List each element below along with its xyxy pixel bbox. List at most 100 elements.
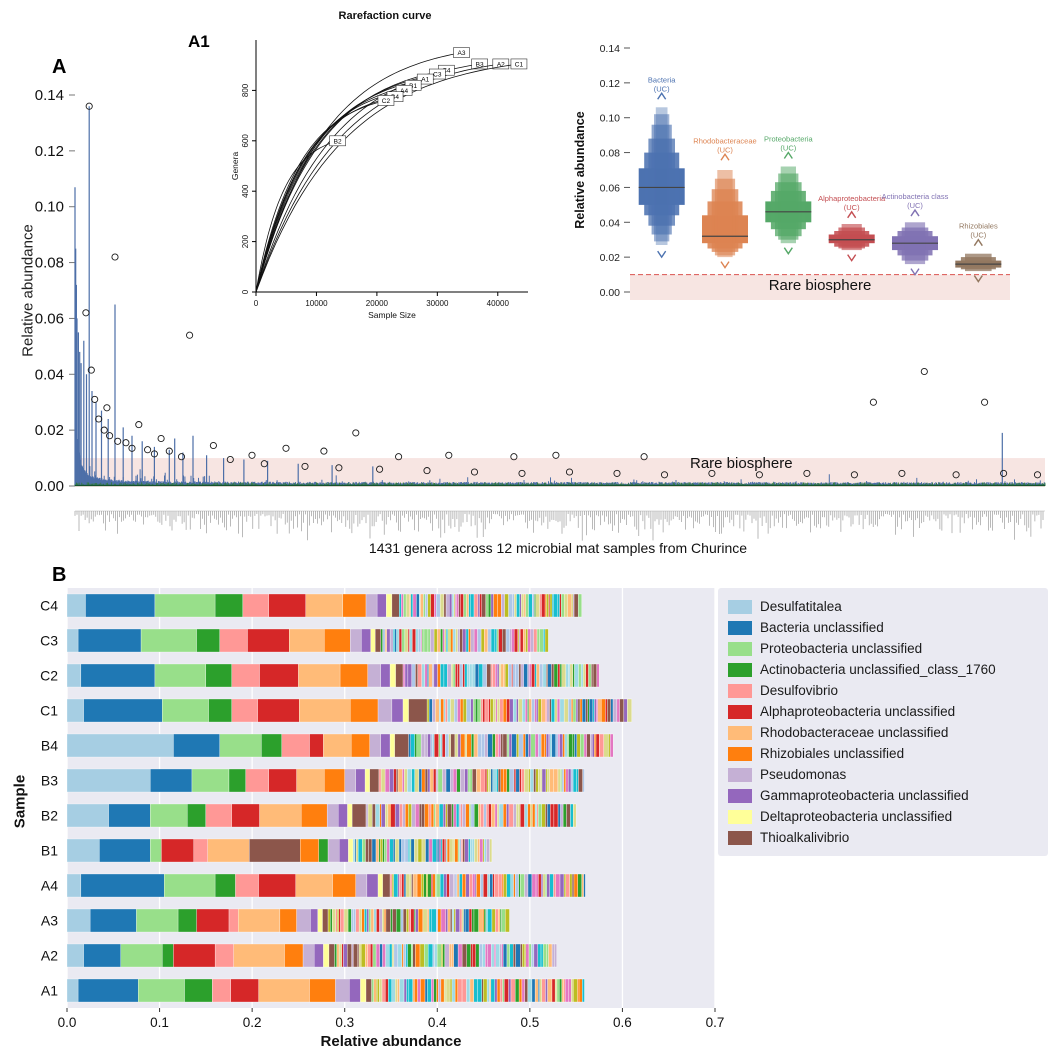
- legend-label: Gammaproteobacteria unclassified: [760, 788, 969, 803]
- legend-label: Thioalkalivibrio: [760, 830, 850, 845]
- legend-item: Deltaproteobacteria unclassified: [728, 806, 1038, 827]
- svg-text:Genera: Genera: [230, 152, 240, 181]
- svg-text:(UC): (UC): [970, 231, 986, 240]
- svg-text:40000: 40000: [487, 299, 510, 308]
- svg-text:600: 600: [241, 134, 250, 148]
- sample-tick-label: B3: [41, 773, 58, 789]
- svg-text:200: 200: [241, 234, 250, 248]
- svg-text:0.5: 0.5: [520, 1015, 539, 1030]
- svg-text:0.08: 0.08: [600, 148, 621, 160]
- legend-label: Rhizobiales unclassified: [760, 746, 905, 761]
- svg-text:0.04: 0.04: [600, 217, 621, 229]
- legend-label: Desulfatitalea: [760, 599, 842, 614]
- svg-text:0.1: 0.1: [150, 1015, 169, 1030]
- svg-text:(UC): (UC): [654, 84, 670, 93]
- svg-text:0.3: 0.3: [335, 1015, 354, 1030]
- svg-text:C3: C3: [433, 72, 442, 79]
- sample-tick-label: A4: [41, 878, 58, 894]
- legend-label: Rhodobacteraceae unclassified: [760, 725, 949, 740]
- svg-text:(UC): (UC): [780, 144, 796, 153]
- svg-text:A3: A3: [458, 50, 466, 57]
- sample-tick-label: C1: [40, 703, 58, 719]
- taxa-legend: Desulfatitalea Bacteria unclassified Prote…: [718, 588, 1048, 856]
- legend-label: Actinobacteria unclassified_class_1760: [760, 662, 996, 677]
- svg-text:Actinobacteria class: Actinobacteria class: [882, 192, 949, 201]
- legend-swatch: [728, 809, 752, 824]
- sample-tick-label: B2: [41, 808, 58, 824]
- svg-text:0.06: 0.06: [35, 310, 64, 327]
- svg-text:C1: C1: [515, 61, 524, 68]
- svg-text:Alphaproteobacteria: Alphaproteobacteria: [818, 194, 886, 203]
- legend-label: Deltaproteobacteria unclassified: [760, 809, 953, 824]
- legend-label: Bacteria unclassified: [760, 620, 884, 635]
- legend-swatch: [728, 788, 752, 803]
- svg-text:0.06: 0.06: [600, 182, 621, 194]
- panel-a-caption: 1431 genera across 12 microbial mat samp…: [368, 540, 748, 556]
- sample-tick-label: B4: [41, 738, 58, 754]
- legend-item: Alphaproteobacteria unclassified: [728, 701, 1038, 722]
- svg-text:0.14: 0.14: [600, 43, 621, 55]
- sample-tick-label: A2: [41, 948, 58, 964]
- svg-text:C2: C2: [382, 98, 391, 105]
- svg-text:B2: B2: [334, 138, 342, 145]
- rare-biosphere-label: Rare biosphere: [690, 455, 793, 472]
- svg-text:0.02: 0.02: [600, 252, 621, 264]
- legend-item: Desulfovibrio: [728, 680, 1038, 701]
- legend-swatch: [728, 683, 752, 698]
- legend-label: Alphaproteobacteria unclassified: [760, 704, 956, 719]
- svg-text:400: 400: [241, 184, 250, 198]
- svg-text:0.0: 0.0: [58, 1015, 77, 1030]
- svg-text:Rhodobacteraceae: Rhodobacteraceae: [693, 136, 756, 145]
- svg-text:0.4: 0.4: [428, 1015, 447, 1030]
- svg-text:Rhizobiales: Rhizobiales: [959, 222, 998, 231]
- svg-text:(UC): (UC): [717, 145, 733, 154]
- svg-text:A2: A2: [497, 61, 505, 68]
- svg-text:0.00: 0.00: [600, 287, 621, 299]
- svg-text:0: 0: [241, 289, 250, 294]
- legend-swatch: [728, 662, 752, 677]
- legend-item: Rhizobiales unclassified: [728, 743, 1038, 764]
- legend-swatch: [728, 725, 752, 740]
- svg-text:800: 800: [241, 83, 250, 97]
- legend-item: Thioalkalivibrio: [728, 827, 1038, 848]
- rare-biosphere-inset-label: Rare biosphere: [769, 277, 872, 294]
- svg-text:10000: 10000: [305, 299, 328, 308]
- legend-label: Desulfovibrio: [760, 683, 839, 698]
- legend-item: Rhodobacteraceae unclassified: [728, 722, 1038, 743]
- legend-item: Desulfatitalea: [728, 596, 1038, 617]
- svg-text:(UC): (UC): [844, 203, 860, 212]
- svg-text:(UC): (UC): [907, 201, 923, 210]
- svg-text:0.02: 0.02: [35, 422, 64, 439]
- legend-item: Actinobacteria unclassified_class_1760: [728, 659, 1038, 680]
- rarefaction-chart: 0 10000 20000 30000 40000 0 200 400 600 800 Sample…: [230, 26, 540, 326]
- svg-text:B3: B3: [476, 61, 484, 68]
- stacked-bar-xlabel: Relative abundance: [320, 1033, 462, 1050]
- legend-swatch: [728, 830, 752, 845]
- svg-text:B1: B1: [409, 83, 417, 90]
- svg-text:B4: B4: [391, 94, 399, 101]
- sample-tick-label: C4: [40, 598, 58, 614]
- rarefaction-title: Rarefaction curve: [338, 10, 432, 22]
- sample-tick-label: A1: [41, 983, 58, 999]
- svg-text:0.08: 0.08: [35, 255, 64, 272]
- svg-text:A4: A4: [400, 88, 408, 95]
- svg-text:Sample Size: Sample Size: [368, 310, 416, 320]
- svg-text:A1: A1: [421, 77, 429, 84]
- sample-tick-label: A3: [41, 913, 58, 929]
- legend-label: Proteobacteria unclassified: [760, 641, 923, 656]
- svg-text:0.14: 0.14: [35, 87, 64, 104]
- legend-swatch: [728, 641, 752, 656]
- svg-text:0.7: 0.7: [706, 1015, 725, 1030]
- sample-tick-label: B1: [41, 843, 58, 859]
- legend-swatch: [728, 620, 752, 635]
- svg-text:0.10: 0.10: [35, 199, 64, 216]
- svg-text:0.04: 0.04: [35, 366, 64, 383]
- svg-text:0.12: 0.12: [600, 78, 621, 90]
- legend-label: Pseudomonas: [760, 767, 847, 782]
- panel-a-label: A: [52, 56, 67, 78]
- svg-text:0: 0: [254, 299, 259, 308]
- svg-text:C4: C4: [442, 68, 451, 75]
- taxa-boxen-chart: Rare biosphere 0.00 0.02 0.04 0.06 0.08 0.10 0.…: [552, 28, 1046, 313]
- svg-text:0.2: 0.2: [243, 1015, 262, 1030]
